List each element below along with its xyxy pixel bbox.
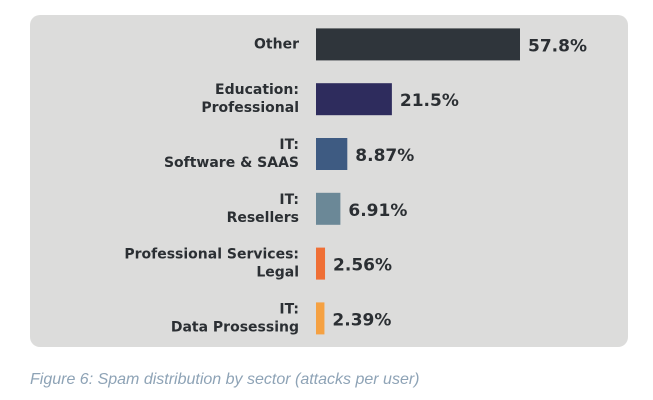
category-label: IT:	[279, 301, 299, 317]
bar	[316, 247, 326, 280]
chart-panel	[30, 15, 628, 347]
bar	[316, 28, 520, 61]
value-label: 21.5%	[400, 91, 459, 111]
value-label: 2.56%	[333, 256, 392, 276]
bar	[316, 138, 348, 170]
value-label: 6.91%	[348, 201, 407, 221]
category-label: Education:	[215, 82, 299, 98]
bar	[316, 192, 341, 225]
bar	[316, 302, 325, 335]
value-label: 57.8%	[528, 36, 587, 56]
category-label: Data Prosessing	[171, 319, 299, 335]
category-label: Professional Services:	[124, 247, 299, 263]
bar	[316, 83, 392, 116]
value-label: 2.39%	[332, 310, 391, 330]
category-label: IT:	[279, 192, 299, 208]
category-label: Resellers	[227, 210, 299, 226]
category-label: IT:	[279, 137, 299, 153]
category-label: Software & SAAS	[164, 155, 299, 171]
category-label: Legal	[256, 265, 299, 281]
category-label: Other	[254, 36, 299, 52]
value-label: 8.87%	[355, 146, 414, 166]
category-label: Professional	[201, 100, 299, 116]
caption: Figure 6: Spam distribution by sector (a…	[30, 371, 420, 388]
